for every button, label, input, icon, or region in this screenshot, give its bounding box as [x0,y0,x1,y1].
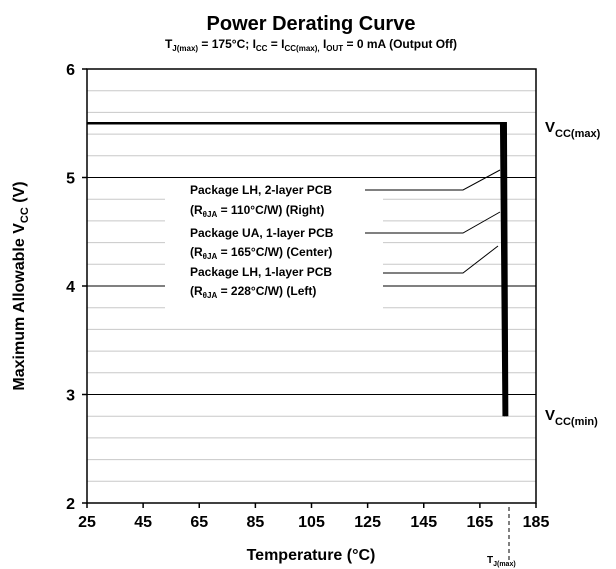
y-tick-label: 4 [66,279,75,296]
annotation-layer: Package LH, 2-layer PCB (RθJA = 110°C/W)… [165,119,601,568]
x-tick-label: 65 [190,514,208,531]
x-tick-label: 125 [354,514,381,531]
leader-line-2 [365,211,501,234]
chart-title: Power Derating Curve [207,13,416,35]
y-tick-label: 2 [66,496,75,513]
leader-line-3 [383,245,499,274]
x-tick-label: 105 [298,514,325,531]
legend-label-3-line1: Package LH, 1-layer PCB [190,265,332,279]
x-axis-title: Temperature (°C) [247,547,376,564]
legend-backdrop [165,179,383,309]
legend-label-2-line1: Package UA, 1-layer PCB [190,226,334,240]
legend-label-3-line2: (RθJA = 228°C/W) (Left) [190,284,316,300]
x-tick-label: 45 [134,514,152,531]
x-tick-label: 145 [410,514,437,531]
y-axis-title: Maximum Allowable VCC (V) [11,181,31,390]
x-tick-label: 85 [246,514,264,531]
legend-label-1-line1: Package LH, 2-layer PCB [190,183,332,197]
vcc-min-label: VCC(min) [545,407,598,428]
y-tick-label: 6 [66,62,75,79]
series-layer [87,122,509,417]
leader-line-1 [365,169,501,191]
legend-label-2-line2: (RθJA = 165°C/W) (Center) [190,245,332,261]
x-tick-label: 165 [467,514,494,531]
legend-label-1-line2: (RθJA = 110°C/W) (Right) [190,203,324,219]
x-tick-label: 25 [78,514,96,531]
y-tick-label: 3 [66,388,75,405]
x-tick-label: 185 [523,514,550,531]
series-line-3 [87,122,505,417]
chart-subtitle: TJ(max) = 175°C; ICC = ICC(max), IOUT = … [165,37,457,53]
vcc-max-label: VCC(max) [545,119,601,140]
tjmax-label: TJ(max) [487,555,516,568]
y-tick-label: 5 [66,171,75,188]
